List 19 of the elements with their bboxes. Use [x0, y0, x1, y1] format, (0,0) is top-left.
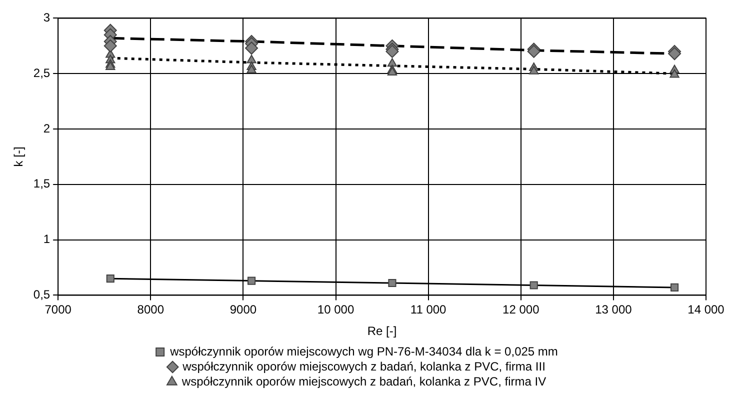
y-tick-label: 1 — [43, 232, 50, 246]
x-tick-label: 12 000 — [502, 302, 540, 317]
x-axis-title: Re [-] — [367, 324, 397, 338]
y-tick-label: 2 — [43, 121, 50, 136]
x-tick-label: 9000 — [230, 302, 257, 317]
x-tick-label: 14 000 — [688, 302, 725, 317]
x-tick-label: 8000 — [137, 302, 164, 317]
x-tick-label: 7000 — [44, 302, 72, 317]
x-tick-label: 11 000 — [410, 302, 447, 317]
x-tick-label: 13 000 — [595, 302, 632, 317]
legend-label: współczynnik oporów miejscowych wg PN-76-M-34034 dla k = 0,025 mm — [169, 344, 558, 358]
legend-label: współczynnik oporów miejscowych z badań, kolanka z PVC, firma IV — [180, 374, 546, 388]
x-tick-label: 10 000 — [317, 302, 354, 317]
y-tick-label: 0,5 — [33, 288, 50, 302]
y-tick-label: 2,5 — [33, 66, 50, 80]
legend-label: współczynnik oporów miejscowych z badań, kolanka z PVC, firma III — [182, 359, 546, 374]
y-axis-title: k [-] — [12, 146, 26, 167]
y-tick-label: 3 — [43, 10, 50, 25]
y-tick-label: 1,5 — [33, 176, 50, 191]
